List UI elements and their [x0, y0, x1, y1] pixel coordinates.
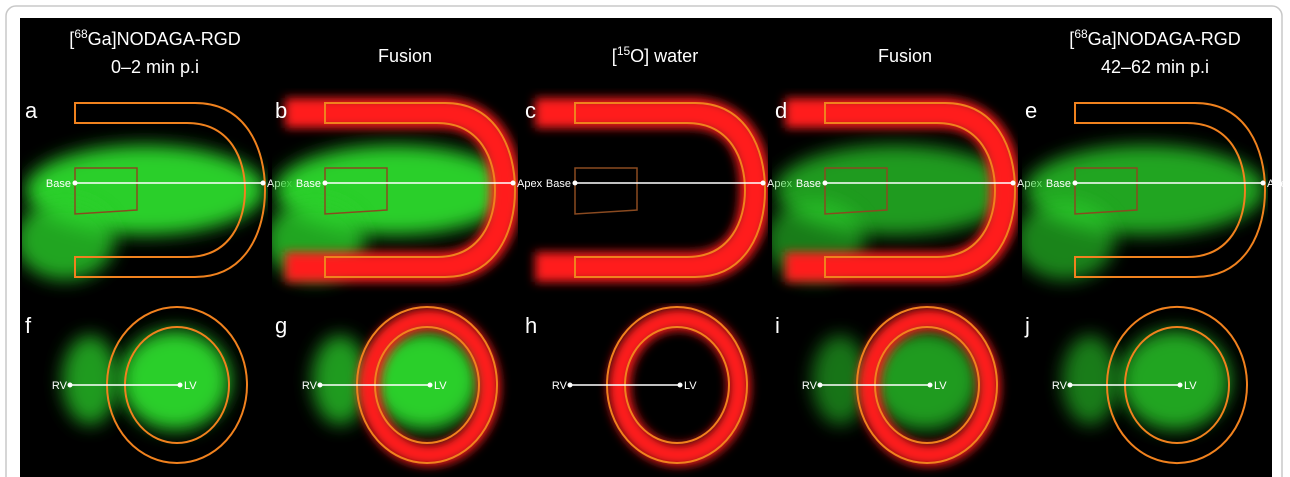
- axis-end: [261, 181, 266, 186]
- title-rest: O] water: [630, 46, 698, 66]
- tracer-uptake: [1062, 335, 1118, 425]
- start-label: Base: [296, 178, 321, 190]
- panel-label: e: [1025, 98, 1037, 123]
- panel-label: f: [25, 313, 32, 338]
- axis-end: [1011, 181, 1016, 186]
- panel-label: h: [525, 313, 537, 338]
- title-superscript: 68: [74, 27, 88, 41]
- axis-end: [823, 181, 828, 186]
- start-label: Base: [796, 178, 821, 190]
- title-rest: Ga]NODAGA-RGD: [1088, 29, 1241, 49]
- axis-end: [73, 181, 78, 186]
- tracer-uptake: [62, 335, 118, 425]
- axis-end: [318, 383, 323, 388]
- panel-label: b: [275, 98, 287, 123]
- start-label: RV: [52, 380, 68, 392]
- end-label: LV: [184, 380, 197, 392]
- panel-label: c: [525, 98, 536, 123]
- axis-end: [178, 383, 183, 388]
- axis-end: [1178, 383, 1183, 388]
- start-label: RV: [552, 380, 568, 392]
- panel-label: j: [1024, 313, 1030, 338]
- end-label: LV: [434, 380, 447, 392]
- start-label: Base: [1046, 178, 1071, 190]
- title-superscript: 68: [1074, 27, 1088, 41]
- panel-label: g: [275, 313, 287, 338]
- axis-end: [568, 383, 573, 388]
- column-subtitle: 42–62 min p.i: [1101, 57, 1209, 77]
- axis-end: [1261, 181, 1266, 186]
- column-subtitle: 0–2 min p.i: [111, 57, 199, 77]
- start-label: RV: [302, 380, 318, 392]
- axis-end: [428, 383, 433, 388]
- axis-end: [68, 383, 73, 388]
- start-label: Base: [46, 178, 71, 190]
- end-label: LV: [934, 380, 947, 392]
- title-superscript: 15: [617, 44, 631, 58]
- column-title: [68Ga]NODAGA-RGD: [1069, 27, 1240, 49]
- end-label: LV: [684, 380, 697, 392]
- end-label: LV: [1184, 380, 1197, 392]
- end-label: Apex: [517, 178, 543, 190]
- end-label: Apex: [1267, 178, 1290, 190]
- panel-label: i: [775, 313, 780, 338]
- axis-end: [573, 181, 578, 186]
- title-rest: Ga]NODAGA-RGD: [88, 29, 241, 49]
- axis-end: [818, 383, 823, 388]
- axis-end: [511, 181, 516, 186]
- start-label: Base: [546, 178, 571, 190]
- axis-end: [761, 181, 766, 186]
- start-label: RV: [1052, 380, 1068, 392]
- axis-end: [928, 383, 933, 388]
- axis-end: [678, 383, 683, 388]
- panel-label: d: [775, 98, 787, 123]
- column-title: Fusion: [878, 46, 932, 66]
- start-label: RV: [802, 380, 818, 392]
- panel-label: a: [25, 98, 38, 123]
- axis-end: [1073, 181, 1078, 186]
- axis-end: [1068, 383, 1073, 388]
- column-title: [68Ga]NODAGA-RGD: [69, 27, 240, 49]
- column-title: Fusion: [378, 46, 432, 66]
- figure: [68Ga]NODAGA-RGD0–2 min p.iBaseApexaRVLV…: [0, 0, 1290, 477]
- axis-end: [323, 181, 328, 186]
